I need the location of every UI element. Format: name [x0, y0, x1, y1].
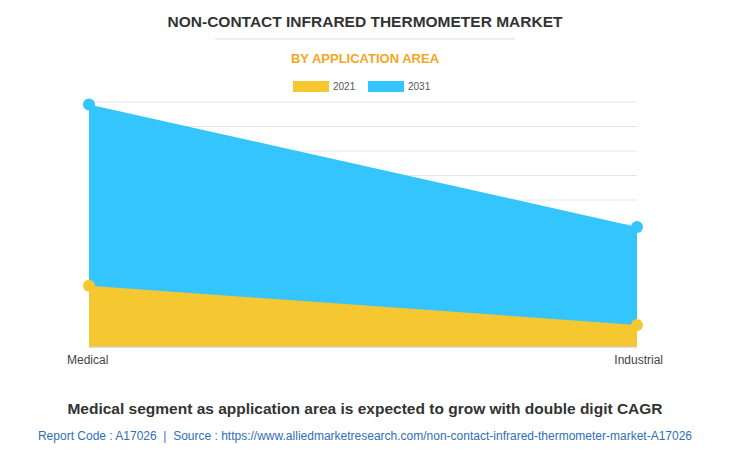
x-axis: [89, 347, 637, 348]
chart-root: NON-CONTACT INFRARED THERMOMETER MARKET B…: [0, 0, 730, 453]
area: [89, 286, 637, 347]
marker: [631, 221, 643, 233]
caption: Medical segment as application area is e…: [67, 400, 662, 417]
legend-swatch: [293, 81, 329, 92]
marker: [631, 319, 643, 331]
title-rule: [215, 39, 515, 40]
source: Report Code : A17026 | Source : https://…: [38, 429, 692, 443]
legend-label: 2021: [333, 81, 356, 92]
grid-line: [89, 347, 637, 348]
x-tick-label: Industrial: [614, 353, 663, 367]
legend-label: 2031: [408, 81, 431, 92]
title: NON-CONTACT INFRARED THERMOMETER MARKET: [168, 13, 563, 30]
area: [89, 104, 637, 347]
plot-area: [89, 104, 637, 347]
grid-line: [89, 102, 637, 103]
subtitle: BY APPLICATION AREA: [291, 51, 440, 66]
legend-item: 2031: [368, 81, 431, 92]
marker: [83, 280, 95, 292]
legend-item: 2021: [293, 81, 356, 92]
legend-swatch: [368, 81, 404, 92]
marker: [83, 98, 95, 110]
x-tick-label: Medical: [67, 353, 108, 367]
